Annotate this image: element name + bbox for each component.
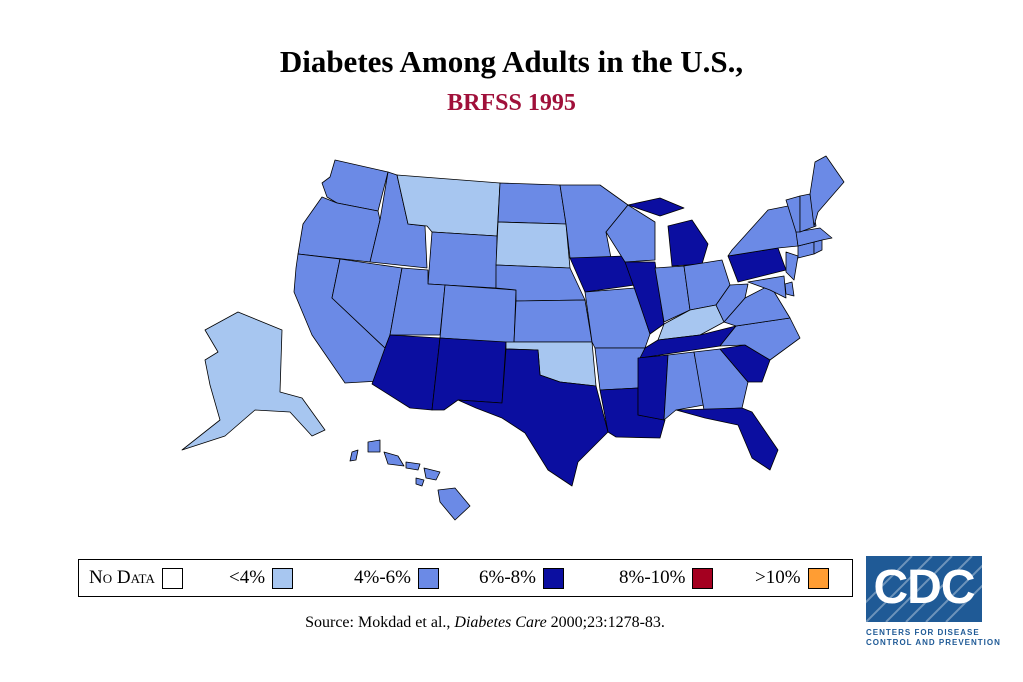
state-FL [675, 407, 779, 471]
state-NY [727, 204, 799, 257]
legend-label-8-10: 8%-10% [619, 567, 686, 588]
legend-label-4-6: 4%-6% [354, 567, 411, 588]
map-subtitle: BRFSS 1995 [447, 90, 576, 116]
legend-swatch-6-8 [542, 567, 564, 589]
cdc-logo-text: CDC [873, 561, 976, 614]
state-HI [349, 439, 471, 521]
state-NH [799, 193, 817, 233]
legend-label-no-data: No Data [89, 567, 155, 588]
source-citation: Source: Mokdad et al., Diabetes Care 200… [305, 614, 665, 631]
state-NM [431, 337, 507, 411]
legend-item-4-6: 4%-6% [354, 560, 439, 596]
legend: No Data <4% 4%-6% 6%-8% 8%-10% >10% [78, 559, 853, 597]
legend-swatch-no-data [161, 567, 183, 589]
state-CO [439, 284, 517, 344]
legend-item-lt4: <4% [229, 560, 294, 596]
state-AL [663, 351, 705, 421]
state-DE [784, 281, 795, 297]
state-IL [624, 261, 665, 335]
state-MA [795, 227, 833, 247]
cdc-logo-stripes [866, 556, 982, 622]
state-NJ [785, 251, 799, 281]
legend-item-8-10: 8%-10% [619, 560, 714, 596]
state-TX [457, 348, 609, 487]
state-SC [719, 344, 771, 383]
cdc-caption-line1: CENTERS FOR DISEASE [866, 628, 980, 637]
legend-swatch-4-6 [417, 567, 439, 589]
state-WY [427, 231, 498, 289]
state-MS [637, 354, 669, 421]
cdc-caption-line2: CONTROL AND PREVENTION [866, 638, 1001, 647]
state-AK [181, 311, 326, 451]
state-MD [747, 275, 787, 299]
state-WV [715, 283, 749, 323]
legend-item-6-8: 6%-8% [479, 560, 564, 596]
legend-label-lt4: <4% [229, 567, 266, 588]
state-WA [321, 159, 389, 212]
state-ME [809, 155, 845, 227]
legend-swatch-lt4 [272, 567, 294, 589]
map-title: Diabetes Among Adults in the U.S., [279, 44, 744, 79]
legend-item-gt10: >10% [755, 560, 829, 596]
cdc-logo-box: CDC [866, 556, 982, 622]
legend-swatch-gt10 [807, 567, 829, 589]
legend-label-6-8: 6%-8% [479, 567, 536, 588]
state-SD [495, 221, 571, 269]
state-ND [497, 182, 567, 225]
cdc-logo: CDC CENTERS FOR DISEASE CONTROL AND PREV… [866, 556, 1000, 648]
state-MN [559, 184, 629, 259]
state-AR [594, 347, 646, 391]
state-WI [605, 204, 656, 263]
legend-label-gt10: >10% [755, 567, 801, 588]
state-GA [693, 348, 749, 411]
state-MI [627, 197, 709, 267]
state-KS [513, 299, 593, 343]
legend-swatch-8-10 [692, 567, 714, 589]
legend-item-no-data: No Data [89, 560, 183, 596]
